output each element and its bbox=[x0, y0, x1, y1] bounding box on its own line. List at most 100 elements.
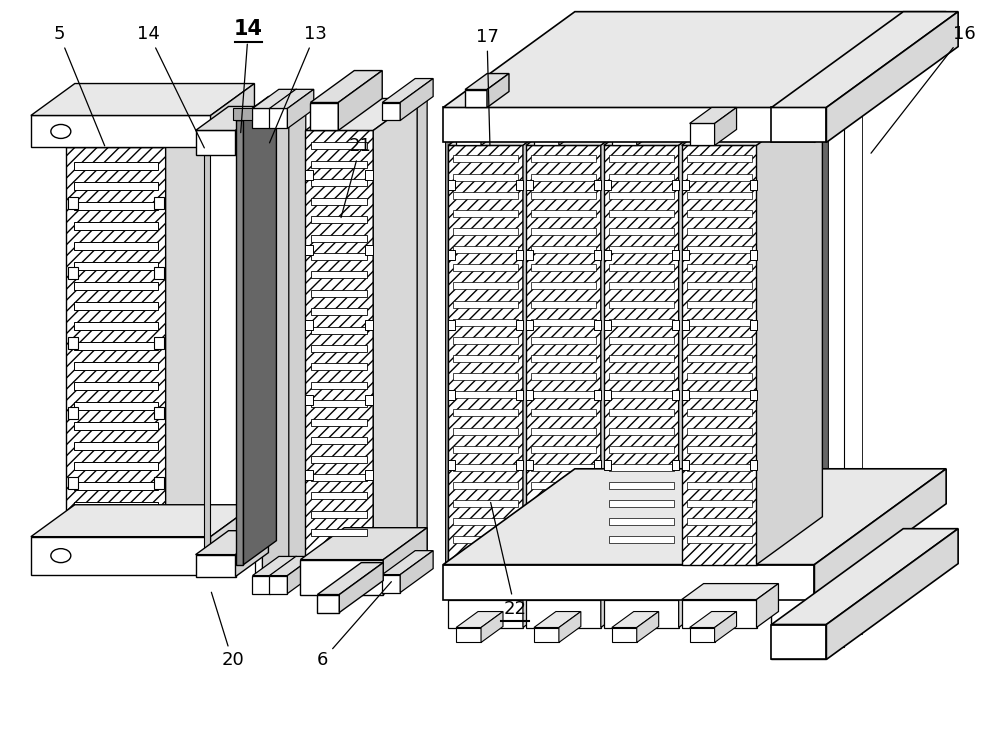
Polygon shape bbox=[453, 337, 518, 344]
Polygon shape bbox=[279, 109, 306, 575]
Polygon shape bbox=[453, 518, 518, 526]
Polygon shape bbox=[682, 320, 689, 330]
Polygon shape bbox=[311, 198, 367, 205]
Polygon shape bbox=[456, 611, 503, 627]
Polygon shape bbox=[609, 373, 674, 380]
Polygon shape bbox=[531, 392, 596, 398]
Polygon shape bbox=[682, 583, 778, 600]
Polygon shape bbox=[750, 180, 757, 190]
Polygon shape bbox=[682, 460, 689, 470]
Polygon shape bbox=[516, 180, 523, 190]
Polygon shape bbox=[771, 108, 826, 660]
Polygon shape bbox=[594, 460, 601, 470]
Polygon shape bbox=[236, 106, 268, 155]
Polygon shape bbox=[604, 320, 611, 330]
Polygon shape bbox=[531, 464, 596, 471]
Polygon shape bbox=[31, 505, 254, 537]
Polygon shape bbox=[453, 283, 518, 289]
Polygon shape bbox=[516, 390, 523, 400]
Polygon shape bbox=[453, 228, 518, 235]
Polygon shape bbox=[252, 89, 297, 108]
Polygon shape bbox=[609, 427, 674, 435]
Polygon shape bbox=[531, 155, 596, 163]
Polygon shape bbox=[154, 267, 164, 279]
Polygon shape bbox=[531, 446, 596, 453]
Polygon shape bbox=[305, 470, 313, 479]
Polygon shape bbox=[609, 482, 674, 489]
Polygon shape bbox=[317, 563, 383, 594]
Polygon shape bbox=[453, 446, 518, 453]
Polygon shape bbox=[682, 600, 757, 627]
Polygon shape bbox=[609, 192, 674, 198]
Polygon shape bbox=[757, 97, 822, 564]
Polygon shape bbox=[236, 97, 276, 121]
Polygon shape bbox=[601, 92, 673, 141]
Polygon shape bbox=[311, 253, 367, 260]
Polygon shape bbox=[531, 337, 596, 344]
Polygon shape bbox=[211, 505, 254, 575]
Polygon shape bbox=[310, 70, 382, 102]
Polygon shape bbox=[252, 575, 270, 594]
Polygon shape bbox=[443, 468, 946, 564]
Polygon shape bbox=[826, 12, 958, 143]
Polygon shape bbox=[365, 395, 373, 405]
Polygon shape bbox=[448, 97, 589, 146]
Polygon shape bbox=[531, 518, 596, 526]
Polygon shape bbox=[272, 109, 306, 128]
Polygon shape bbox=[604, 583, 701, 600]
Polygon shape bbox=[487, 73, 509, 108]
Polygon shape bbox=[609, 228, 674, 235]
Polygon shape bbox=[74, 422, 158, 430]
Polygon shape bbox=[74, 202, 158, 210]
Polygon shape bbox=[531, 173, 596, 181]
Polygon shape bbox=[365, 245, 373, 255]
Polygon shape bbox=[609, 409, 674, 417]
Polygon shape bbox=[365, 320, 373, 330]
Polygon shape bbox=[534, 611, 581, 627]
Polygon shape bbox=[715, 611, 737, 643]
Polygon shape bbox=[612, 108, 659, 124]
Polygon shape bbox=[771, 108, 826, 143]
Polygon shape bbox=[687, 210, 752, 217]
Polygon shape bbox=[526, 600, 601, 627]
Polygon shape bbox=[672, 460, 679, 470]
Polygon shape bbox=[526, 146, 601, 564]
Polygon shape bbox=[750, 390, 757, 400]
Polygon shape bbox=[269, 89, 314, 108]
Polygon shape bbox=[531, 482, 596, 489]
Polygon shape bbox=[672, 390, 679, 400]
Polygon shape bbox=[687, 500, 752, 507]
Polygon shape bbox=[305, 130, 373, 560]
Polygon shape bbox=[74, 382, 158, 390]
Polygon shape bbox=[526, 390, 533, 400]
Polygon shape bbox=[311, 419, 367, 426]
Polygon shape bbox=[609, 210, 674, 217]
Polygon shape bbox=[531, 409, 596, 417]
Polygon shape bbox=[453, 301, 518, 307]
Polygon shape bbox=[236, 531, 268, 577]
Polygon shape bbox=[453, 373, 518, 380]
Polygon shape bbox=[609, 355, 674, 362]
Polygon shape bbox=[807, 82, 862, 634]
Polygon shape bbox=[311, 529, 367, 537]
Polygon shape bbox=[526, 460, 533, 470]
Polygon shape bbox=[311, 161, 367, 168]
Polygon shape bbox=[687, 392, 752, 398]
Polygon shape bbox=[453, 500, 518, 507]
Polygon shape bbox=[196, 555, 236, 577]
Polygon shape bbox=[679, 97, 745, 564]
Polygon shape bbox=[609, 518, 674, 526]
Polygon shape bbox=[311, 234, 367, 242]
Polygon shape bbox=[516, 460, 523, 470]
Polygon shape bbox=[682, 390, 689, 400]
Polygon shape bbox=[456, 108, 503, 124]
Polygon shape bbox=[74, 282, 158, 290]
Polygon shape bbox=[612, 124, 637, 146]
Polygon shape bbox=[609, 446, 674, 453]
Polygon shape bbox=[526, 180, 533, 190]
Polygon shape bbox=[68, 267, 78, 279]
Polygon shape bbox=[516, 320, 523, 330]
Polygon shape bbox=[609, 337, 674, 344]
Text: 6: 6 bbox=[317, 582, 391, 670]
Polygon shape bbox=[612, 611, 659, 627]
